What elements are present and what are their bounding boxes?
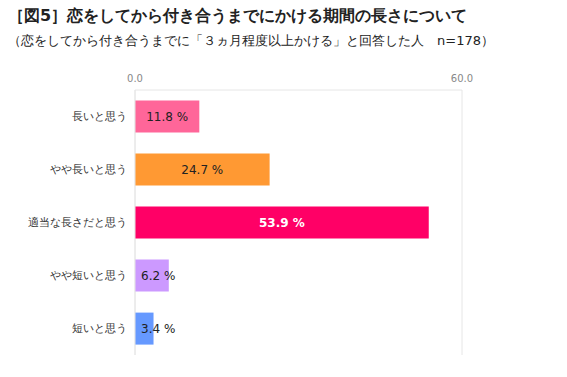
html-text:［図5］恋をしてから付き合うまでにかける期間の長さについて: ［図5］恋をしてから付き合うまでにかける期間の長さについて xyxy=(8,6,468,25)
svg-text:24.7 %: 24.7 % xyxy=(181,163,223,177)
svg-text:6.2 %: 6.2 % xyxy=(141,269,175,283)
svg-text:0.0: 0.0 xyxy=(127,73,143,84)
svg-text:60.0: 60.0 xyxy=(451,73,473,84)
svg-text:適当な長さだと思う: 適当な長さだと思う xyxy=(28,216,127,229)
svg-text:短いと思う: 短いと思う xyxy=(72,322,127,335)
svg-text:53.9 %: 53.9 % xyxy=(259,216,305,230)
svg-text:長いと思う: 長いと思う xyxy=(72,110,127,123)
svg-text:11.8 %: 11.8 % xyxy=(146,110,188,124)
svg-text:やや長いと思う: やや長いと思う xyxy=(50,163,127,176)
html-text:（恋をしてから付き合うまでに「３ヵ月程度以上かける」と回答し: （恋をしてから付き合うまでに「３ヵ月程度以上かける」と回答した人 n=178） xyxy=(8,33,494,48)
svg-text:やや短いと思う: やや短いと思う xyxy=(50,269,127,282)
svg-text:3.4 %: 3.4 % xyxy=(141,322,175,336)
